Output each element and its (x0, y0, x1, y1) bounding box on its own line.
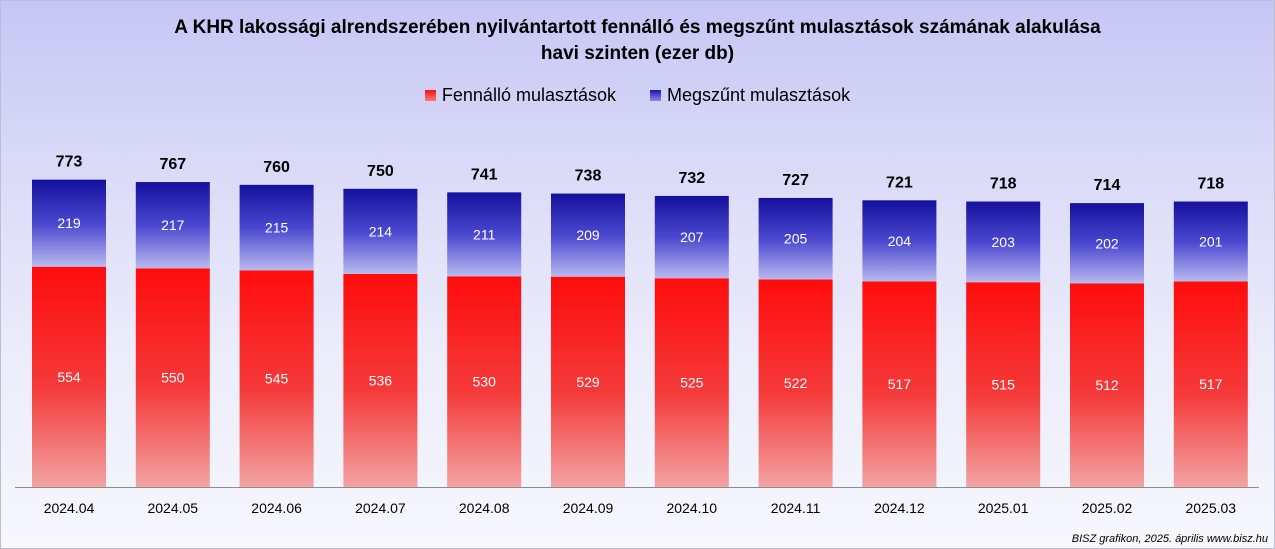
bar-megszunt-2024.05 (135, 182, 210, 269)
data-label-total-2024.05: 767 (159, 156, 186, 173)
data-label-total-2024.08: 741 (471, 166, 498, 183)
legend-swatch-fennallo (424, 90, 436, 101)
bar-fennallo-2025.01 (966, 282, 1041, 487)
data-label-megszunt-2024.06: 215 (265, 220, 289, 236)
data-label-fennallo-2024.04: 554 (57, 369, 81, 385)
x-tick-label-2024.05: 2024.05 (147, 500, 198, 516)
data-label-megszunt-2025.01: 203 (992, 234, 1016, 250)
bar-megszunt-2025.03 (1173, 201, 1248, 282)
x-tick-label-2024.10: 2024.10 (666, 500, 717, 516)
data-label-total-2024.09: 738 (575, 168, 602, 185)
data-label-fennallo-2024.07: 536 (369, 372, 393, 388)
bar-fennallo-2024.08 (447, 276, 522, 487)
chart-title-line-2: havi szinten (ezer db) (540, 43, 735, 64)
data-label-total-2024.07: 750 (367, 163, 394, 180)
chart-title-line-1: A KHR lakossági alrendszerében nyilvánta… (174, 17, 1101, 38)
bar-fennallo-2024.07 (343, 273, 418, 487)
data-label-total-2025.01: 718 (990, 176, 1017, 193)
data-label-fennallo-2024.05: 550 (161, 370, 185, 386)
x-tick-label-2024.09: 2024.09 (563, 500, 614, 516)
bar-megszunt-2025.02 (1070, 203, 1144, 284)
bar-fennallo-2024.04 (32, 266, 106, 487)
data-label-total-2024.04: 773 (56, 154, 83, 171)
legend-swatch-megszunt (650, 90, 661, 101)
x-tick-label-2024.12: 2024.12 (874, 500, 925, 516)
data-label-megszunt-2024.10: 207 (680, 229, 704, 245)
data-label-megszunt-2025.03: 201 (1199, 233, 1223, 249)
data-label-megszunt-2024.09: 209 (576, 227, 600, 243)
chart-title: A KHR lakossági alrendszerében nyilvánta… (1, 15, 1274, 67)
data-label-fennallo-2024.06: 545 (265, 371, 289, 387)
bar-megszunt-2024.07 (343, 188, 418, 274)
x-tick-label-2024.04: 2024.04 (44, 500, 95, 516)
x-tick-label-2024.08: 2024.08 (459, 500, 510, 516)
data-label-megszunt-2024.04: 219 (57, 215, 81, 231)
bar-megszunt-2024.06 (239, 184, 314, 271)
data-label-fennallo-2024.10: 525 (680, 375, 704, 391)
bar-megszunt-2024.09 (551, 193, 625, 277)
data-label-megszunt-2024.11: 205 (784, 231, 808, 247)
bar-megszunt-2024.08 (447, 192, 522, 277)
bar-fennallo-2024.10 (654, 278, 729, 487)
bar-fennallo-2024.12 (862, 281, 937, 487)
bar-megszunt-2025.01 (966, 201, 1041, 283)
data-label-fennallo-2024.08: 530 (473, 374, 497, 390)
x-tick-label-2025.03: 2025.03 (1185, 500, 1236, 516)
bar-fennallo-2025.03 (1173, 281, 1248, 487)
legend-label-megszunt: Megszűnt mulasztások (667, 85, 851, 105)
data-label-megszunt-2024.08: 211 (473, 226, 496, 242)
data-label-megszunt-2024.12: 204 (888, 233, 912, 249)
bar-fennallo-2024.11 (758, 279, 833, 487)
x-tick-label-2024.07: 2024.07 (355, 500, 406, 516)
bar-megszunt-2024.12 (862, 200, 937, 282)
bar-megszunt-2024.11 (758, 197, 833, 280)
data-label-fennallo-2024.09: 529 (576, 374, 600, 390)
data-label-total-2025.03: 718 (1197, 176, 1224, 193)
x-tick-label-2025.02: 2025.02 (1082, 500, 1133, 516)
data-label-fennallo-2025.02: 512 (1095, 377, 1119, 393)
data-label-fennallo-2024.12: 517 (888, 376, 912, 392)
data-label-total-2024.10: 732 (678, 170, 705, 187)
x-tick-label-2024.11: 2024.11 (771, 500, 821, 516)
bar-fennallo-2024.05 (135, 268, 210, 487)
legend-item-fennallo: Fennálló mulasztások (424, 85, 616, 106)
data-label-fennallo-2024.11: 522 (784, 375, 808, 391)
source-note: BISZ grafikon, 2025. április www.bisz.hu (1071, 533, 1268, 545)
x-tick-label-2024.06: 2024.06 (251, 500, 302, 516)
x-tick-label-2025.01: 2025.01 (978, 500, 1029, 516)
legend: Fennálló mulasztások Megszűnt mulasztáso… (1, 85, 1274, 106)
data-label-megszunt-2025.02: 202 (1095, 235, 1119, 251)
data-label-total-2024.06: 760 (263, 159, 290, 176)
bar-megszunt-2024.04 (32, 179, 106, 267)
bar-fennallo-2024.06 (239, 270, 314, 487)
data-label-megszunt-2024.05: 217 (161, 217, 185, 233)
data-label-fennallo-2025.01: 515 (992, 377, 1016, 393)
bar-fennallo-2024.09 (551, 276, 625, 487)
data-label-fennallo-2025.03: 517 (1199, 376, 1223, 392)
legend-label-fennallo: Fennálló mulasztások (441, 85, 616, 105)
data-label-total-2024.11: 727 (782, 172, 809, 189)
data-label-total-2025.02: 714 (1094, 177, 1121, 194)
legend-item-megszunt: Megszűnt mulasztások (650, 85, 850, 106)
bar-megszunt-2024.10 (654, 195, 729, 279)
bar-fennallo-2025.02 (1070, 283, 1144, 487)
data-label-megszunt-2024.07: 214 (369, 223, 393, 239)
data-label-total-2024.12: 721 (886, 174, 913, 191)
